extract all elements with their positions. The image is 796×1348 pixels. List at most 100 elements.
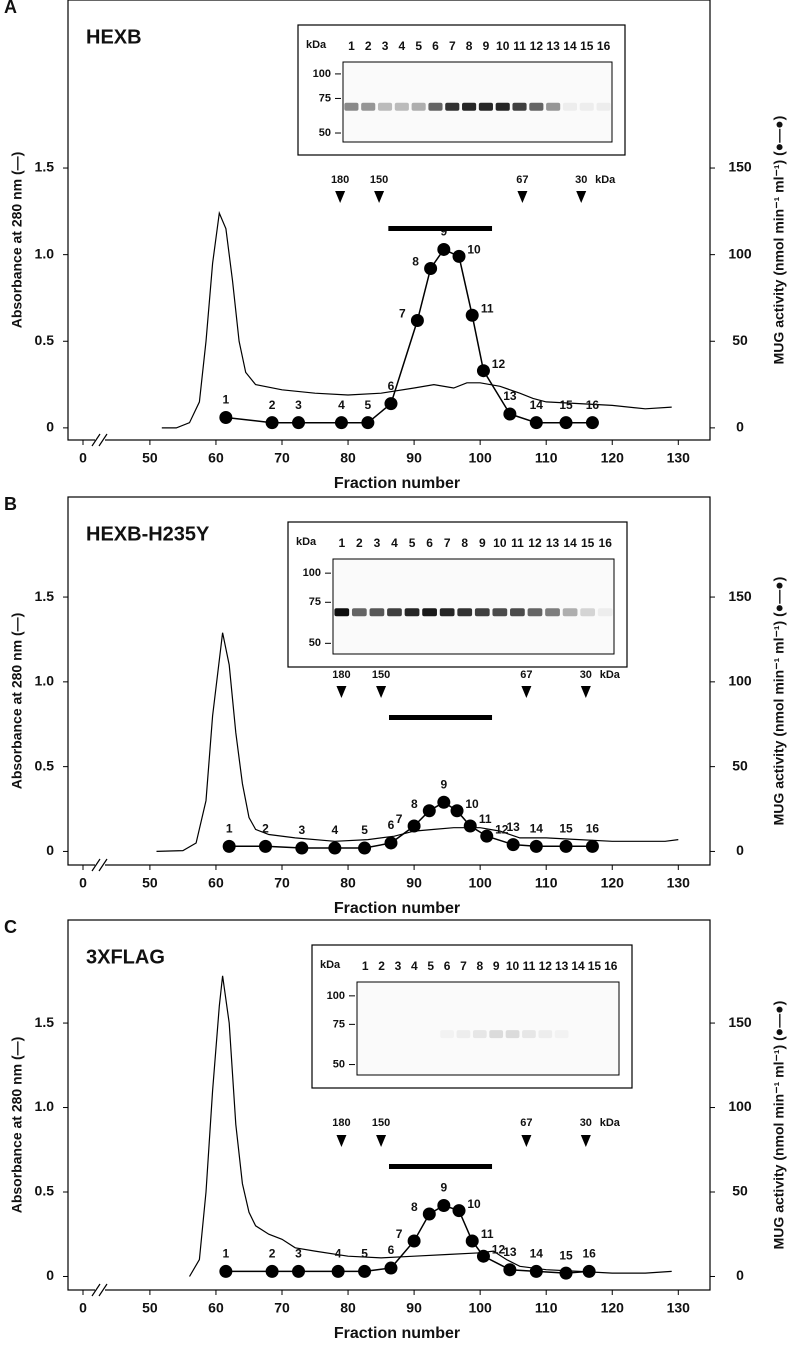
activity-point [476,364,490,378]
lane-label: 16 [597,39,611,53]
gel-band [472,1030,487,1039]
activity-point [465,308,479,322]
activity-point [407,1234,421,1248]
activity-point [529,1264,543,1278]
y-axis-title: Absorbance at 280 nm (—) [9,1037,25,1214]
point-label: 12 [492,1242,506,1256]
activity-line [225,1204,590,1274]
gel-band [529,102,544,111]
activity-line [225,248,593,424]
absorbance-line [161,210,672,429]
plot-frame [67,0,711,441]
size-marker-label: 150 [372,1117,390,1129]
lane-label: 8 [461,536,468,550]
point-label: 3 [295,1247,302,1261]
x-axis-title: Fraction number [334,475,460,492]
size-marker-arrow [576,191,587,203]
x-tick-label: 120 [601,875,625,891]
gel-band [411,102,426,111]
gel-band [440,1030,454,1038]
point-label: 16 [582,1247,596,1261]
x-tick-label: 50 [142,450,158,466]
gel-band [334,608,350,617]
y-tick-label: 0 [46,419,54,435]
size-marker-label: 180 [332,669,350,681]
point-label: 8 [411,797,418,811]
size-marker-arrow [336,686,347,698]
gel-band [361,102,376,111]
x-tick-label: 130 [667,1300,691,1316]
lane-label: 11 [523,959,536,973]
lane-label: 14 [563,536,577,550]
x-tick-label: 110 [535,1300,558,1316]
gel-unit: kDa [296,536,317,548]
activity-point [529,839,543,853]
y-tick-label: 0 [46,842,54,858]
activity-point [384,836,398,850]
size-marker-label: 180 [332,1117,350,1129]
point-label: 9 [440,1181,447,1195]
x-tick-label: 90 [406,450,422,466]
activity-point [585,416,599,430]
lane-label: 7 [449,39,456,53]
plot-frame [67,919,711,1291]
activity-point [265,1264,279,1278]
x-tick-label: 120 [601,1300,625,1316]
lane-label: 2 [378,959,385,973]
gel-band [588,1030,602,1038]
panel-letter: C [4,917,17,937]
y2-tick-label: 0 [736,1267,744,1283]
point-label: 5 [361,1247,368,1261]
lane-label: 13 [546,39,560,53]
lane-label: 1 [348,39,355,53]
activity-point [452,249,466,263]
point-label: 14 [530,822,544,836]
activity-point [480,829,494,843]
activity-point [222,839,236,853]
gel-band [545,608,560,617]
size-marker-label: 150 [372,669,390,681]
size-marker-label: 150 [370,174,388,186]
point-label: 15 [559,398,573,412]
point-label: 15 [559,1248,573,1262]
x-tick-label: 50 [142,875,158,891]
lane-label: 1 [362,959,369,973]
point-label: 4 [338,398,345,412]
x-tick-label: 100 [468,875,492,891]
gel-band [562,608,578,617]
lane-label: 5 [427,959,434,973]
y-tick-label: 1.0 [35,673,55,689]
gel-band [391,1030,405,1038]
activity-point [503,1263,517,1277]
size-marker-label: 30 [580,1117,592,1129]
lane-label: 15 [588,959,602,973]
lane-label: 1 [338,536,345,550]
activity-point [295,841,309,855]
lane-label: 12 [528,536,542,550]
gel-band [445,102,460,111]
axis-break [91,858,108,872]
ladder-label: 100 [327,990,345,1002]
lane-label: 2 [365,39,372,53]
lane-label: 3 [395,959,402,973]
x-tick-label: 60 [208,1300,224,1316]
size-marker-label: 180 [331,174,349,186]
gel-band [512,102,527,111]
point-label: 2 [269,398,276,412]
ladder-label: 50 [333,1058,345,1070]
y2-tick-label: 150 [728,588,752,604]
point-label: 13 [503,1245,517,1259]
gel-band [495,102,510,111]
point-label: 7 [399,307,406,321]
point-label: 14 [530,1247,544,1261]
activity-point [384,1261,398,1275]
point-label: 3 [295,398,302,412]
size-marker-label: 30 [575,174,587,186]
activity-point [476,1249,490,1263]
point-label: 10 [465,797,479,811]
gel-band [597,608,613,617]
lane-label: 15 [581,536,595,550]
point-label: 1 [223,1247,230,1261]
y2-tick-label: 100 [728,1098,752,1114]
point-label: 16 [586,398,600,412]
